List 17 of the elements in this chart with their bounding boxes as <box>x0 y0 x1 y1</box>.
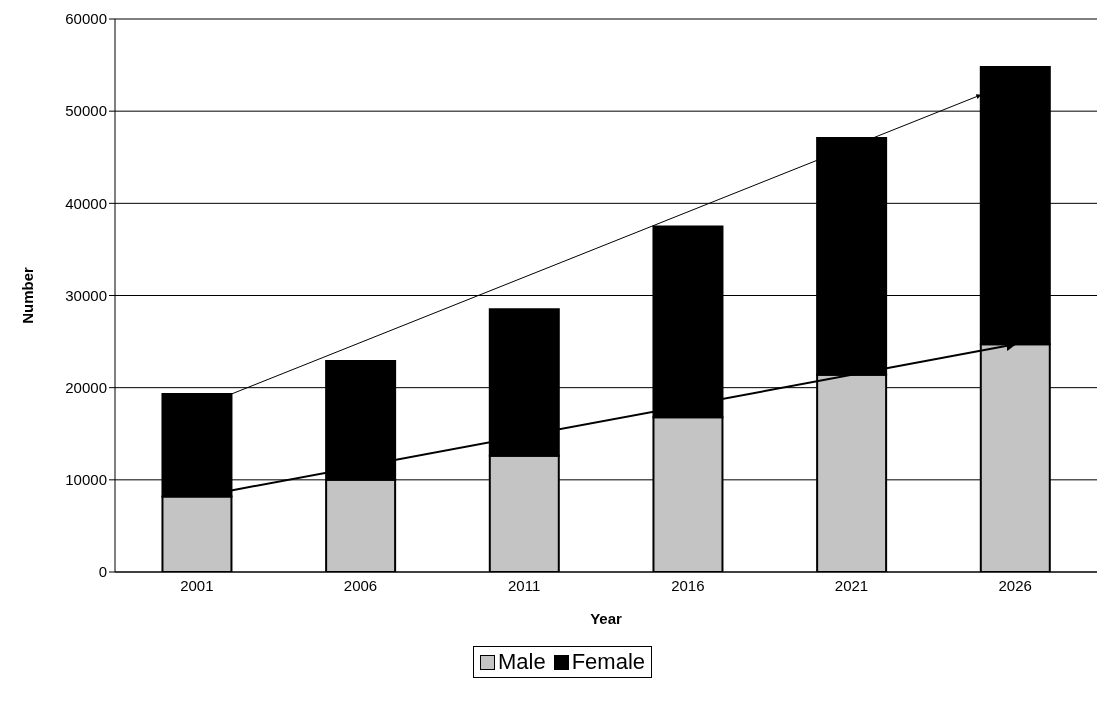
y-tick-label: 30000 <box>65 286 107 304</box>
x-axis-title: Year <box>590 610 623 627</box>
y-tick-label: 0 <box>98 563 107 581</box>
x-tick-label: 2021 <box>834 576 869 594</box>
x-tick-label: 2011 <box>508 576 541 594</box>
y-axis-title: Number <box>19 267 37 324</box>
x-tick-label: 2026 <box>998 576 1032 594</box>
y-tick-label: 40000 <box>65 194 107 212</box>
legend-label: Male <box>496 649 546 675</box>
x-tick-label: 2016 <box>671 576 705 594</box>
x-tick-label: 2006 <box>343 576 378 594</box>
y-tick-label: 20000 <box>65 378 107 396</box>
y-tick-label: 60000 <box>65 10 107 28</box>
x-tick-label: 2001 <box>180 576 214 594</box>
legend-label: Female <box>570 649 646 675</box>
y-tick-label: 50000 <box>65 102 107 120</box>
y-tick-label: 10000 <box>65 471 107 489</box>
